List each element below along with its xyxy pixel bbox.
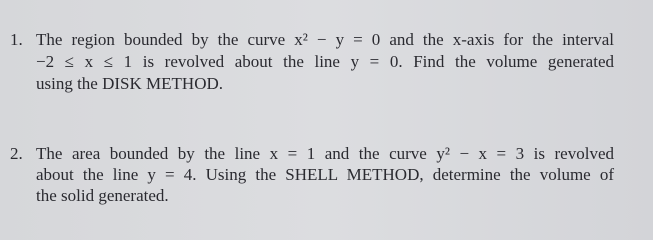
- problem-line: using the DISK METHOD.: [36, 74, 223, 93]
- problem-line: about the line y = 4. Using the SHELL ME…: [36, 165, 614, 184]
- problem-number: 2.: [10, 144, 23, 163]
- problem-number: 1.: [10, 30, 23, 49]
- problem-line: −2 ≤ x ≤ 1 is revolved about the line y …: [36, 52, 614, 71]
- problem-line: the solid generated.: [36, 186, 169, 205]
- document-page: 1. The region bounded by the curve x² − …: [10, 30, 614, 205]
- problem-line: The area bounded by the line x = 1 and t…: [36, 144, 614, 163]
- problem-line: The region bounded by the curve x² − y =…: [36, 30, 614, 49]
